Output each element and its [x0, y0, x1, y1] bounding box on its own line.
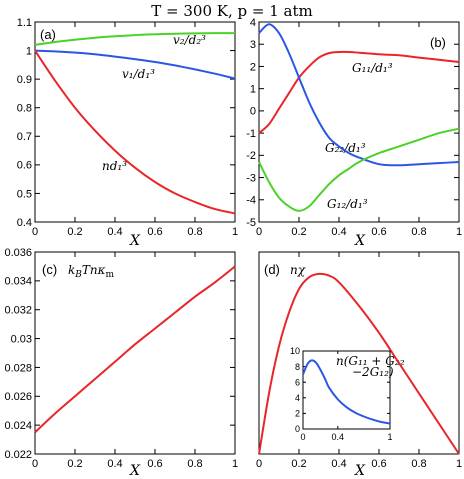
- inset-series-line: [302, 359, 391, 425]
- panel-c-xlabel: X: [129, 463, 141, 479]
- inset-frame: [302, 350, 391, 430]
- panel-a-ytick-label: 0.4: [17, 217, 32, 229]
- panel-b-xlabel: X: [354, 233, 366, 249]
- panel-b-xtick-label: 0: [256, 226, 262, 238]
- panel-c-ytick-label: 0.036: [4, 247, 32, 259]
- panel-a-series-2-line: [34, 50, 236, 215]
- panel-c-xtick-label: 0.8: [187, 458, 202, 470]
- panel-a-xtick-label: 0: [32, 226, 38, 238]
- panel-b-series-0-line: [258, 50, 460, 134]
- panel-a-xtick-label: 0.4: [107, 226, 122, 238]
- panel-a-xlabel: X: [129, 233, 141, 249]
- panel-c-ytick-label: 0.03: [11, 333, 32, 345]
- panel-b-label: (b): [430, 35, 446, 50]
- panel-b-ytick-label: 4: [250, 17, 256, 29]
- panel-c-xtick-label: 0.4: [107, 458, 122, 470]
- inset-ytick-label: 2: [295, 409, 300, 419]
- legend-g12: G₁₂/d₁³: [327, 197, 368, 211]
- inset-xtick-label: 0.4: [332, 432, 345, 442]
- chart-marks: 0 0.2 0.4 0.6 0.8 1 0.4 0.5 0.6 0.7 0.8 0.9 1 1.1 0 0.2…: [4, 17, 462, 470]
- panel-a-ytick-label: 1.1: [17, 17, 32, 29]
- panel-c-ytick-label: 0.032: [4, 305, 32, 317]
- panel-a-ytick-label: 0.9: [17, 74, 32, 86]
- panel-b-ytick-label: 2: [250, 61, 256, 73]
- panel-b-xtick-label: 0.8: [411, 226, 426, 238]
- panel-b-ytick-label: 1: [250, 84, 256, 96]
- panel-d-xtick-label: 0.8: [411, 458, 426, 470]
- panel-c-series-0-line: [34, 265, 236, 434]
- panel-a-ytick-label: 0.5: [17, 188, 32, 200]
- panel-a-ytick-label: 0.8: [17, 103, 32, 115]
- panel-c-ytick-label: 0.026: [4, 391, 32, 403]
- panel-c-ytick-label: 0.028: [4, 362, 32, 374]
- panel-b-ytick-label: 3: [250, 39, 256, 51]
- series-label-nchi: nχ: [290, 263, 306, 277]
- legend-g11: G₁₁/d₁³: [352, 61, 393, 75]
- panel-d-xtick-label: 0.6: [371, 458, 386, 470]
- panel-b-frame: [258, 21, 460, 223]
- panel-d-frame: [258, 251, 460, 455]
- panel-a-frame: [34, 21, 236, 223]
- panel-c-xtick-label: 0: [32, 458, 38, 470]
- panel-b-ytick-label: -5: [246, 217, 256, 229]
- panel-c-ytick-label: 0.022: [4, 449, 32, 461]
- panel-c: (c) kBTnκm X: [34, 251, 236, 479]
- panel-a-xtick-label: 0.8: [187, 226, 202, 238]
- panel-c-frame: [34, 251, 236, 455]
- panel-d: (d) nχ X n(G₁₁ + G₂₂ −2G₁₂): [258, 251, 460, 479]
- panel-d-series-0-line: [258, 272, 460, 455]
- panel-a-ytick-label: 0.6: [17, 160, 32, 172]
- panel-a-label: (a): [40, 27, 56, 42]
- panel-b-ytick-label: -3: [246, 172, 256, 184]
- legend-v1: v₁/d₁³: [122, 67, 155, 81]
- panel-a-xtick-label: 0.6: [147, 226, 162, 238]
- panel-d-xtick-label: 1: [456, 458, 462, 470]
- panel-c-xtick-label: 0.6: [147, 458, 162, 470]
- legend-v2: v₂/d₂³: [173, 33, 206, 47]
- panel-a-xtick-label: 0.2: [67, 226, 82, 238]
- inset-ytick-label: 4: [295, 393, 300, 403]
- panel-d-xtick-label: 0: [256, 458, 262, 470]
- figure-title: T = 300 K, p = 1 atm: [151, 2, 312, 20]
- panel-a-xtick-label: 1: [232, 226, 238, 238]
- legend-nd1: nd₁³: [102, 159, 127, 173]
- panel-b-xtick-label: 1: [456, 226, 462, 238]
- inset-label-line1: n(G₁₁ + G₂₂: [336, 354, 405, 368]
- panel-b-xtick-label: 0.4: [331, 226, 346, 238]
- panel-a-series-0-line: [34, 32, 235, 46]
- inset-xtick-label: 0: [300, 432, 305, 442]
- panel-b-xtick-label: 0.2: [291, 226, 306, 238]
- panel-a-series-1-line: [34, 49, 236, 80]
- panel-b-xtick-label: 0.6: [371, 226, 386, 238]
- panel-b-ytick-label: -1: [246, 128, 256, 140]
- panel-b-ytick-label: -2: [246, 150, 256, 162]
- panel-d-xtick-label: 0.4: [331, 458, 346, 470]
- panel-a: (a) v₂/d₂³ v₁/d₁³ nd₁³ X: [34, 21, 236, 249]
- panel-a-ytick-label: 1: [26, 45, 32, 57]
- panel-c-label: (c): [42, 262, 57, 277]
- panel-c-xtick-label: 0.2: [67, 458, 82, 470]
- panel-b-series-2-line: [258, 127, 460, 212]
- inset-ytick-label: 8: [295, 362, 300, 372]
- panel-a-ytick-label: 0.7: [17, 131, 32, 143]
- series-label-kbtnk: kBTnκm: [68, 263, 115, 280]
- panel-b-ytick-label: -4: [246, 195, 256, 207]
- inset-ytick-label: 0: [295, 424, 300, 434]
- legend-g22: G₂₂/d₁³: [325, 141, 366, 155]
- panel-b-ytick-label: 0: [250, 106, 256, 118]
- panel-d-xlabel: X: [354, 463, 366, 479]
- inset-xtick-label: 1: [387, 432, 392, 442]
- panel-d-label: (d): [264, 262, 280, 277]
- panel-c-xtick-label: 1: [232, 458, 238, 470]
- panel-b-series-1-line: [258, 23, 460, 167]
- inset-label-line2: −2G₁₂): [352, 365, 394, 379]
- panel-d-xtick-label: 0.2: [291, 458, 306, 470]
- inset-ytick-label: 10: [290, 346, 300, 356]
- panel-c-ytick-label: 0.034: [4, 276, 32, 288]
- inset-ytick-label: 6: [295, 377, 300, 387]
- panel-c-ytick-label: 0.024: [4, 420, 32, 432]
